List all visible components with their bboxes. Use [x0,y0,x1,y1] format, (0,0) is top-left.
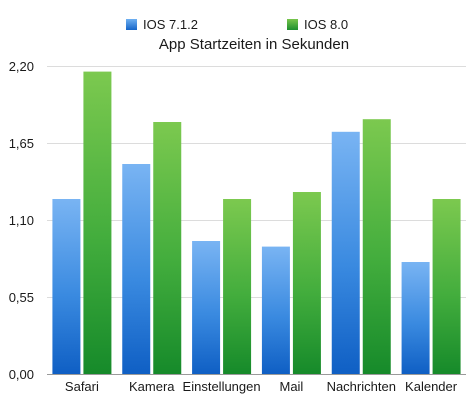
x-tick-label: Mail [279,379,303,394]
y-tick-label: 0,55 [9,290,34,305]
bar-series-1-kamera [122,164,151,374]
x-tick-label: Safari [65,379,99,394]
x-tick-label: Kamera [129,379,175,394]
y-tick-label: 2,20 [9,59,34,74]
x-axis-ticks: Safari Kamera Einstellungen Mail Nachrichten… [65,379,458,394]
legend-label-series-2: IOS 8.0 [304,17,348,32]
gridlines [47,66,466,375]
bar-series-2-mail [292,192,321,374]
x-tick-label: Kalender [405,379,458,394]
bars [52,71,461,374]
x-tick-label: Nachrichten [327,379,396,394]
bar-series-2-einstellungen [223,199,252,374]
y-tick-label: 1,10 [9,213,34,228]
x-tick-label: Einstellungen [183,379,261,394]
bar-series-1-kalender [401,262,430,374]
y-tick-label: 0,00 [9,367,34,382]
bar-series-2-kamera [153,122,182,374]
legend-swatch-series-2 [287,19,298,30]
bar-series-2-safari [83,71,112,374]
y-tick-label: 1,65 [9,136,34,151]
bar-series-2-kalender [432,199,461,374]
legend-item-series-2: IOS 8.0 [287,17,348,32]
legend-label-series-1: IOS 7.1.2 [143,17,198,32]
bar-series-1-mail [261,246,290,374]
legend-item-series-1: IOS 7.1.2 [126,17,198,32]
chart-title: App Startzeiten in Sekunden [159,36,349,53]
y-axis-ticks: 0,00 0,55 1,10 1,65 2,20 [9,59,34,382]
bar-series-1-einstellungen [192,241,221,374]
legend-swatch-series-1 [126,19,137,30]
legend: IOS 7.1.2 IOS 8.0 [126,17,348,32]
bar-series-1-nachrichten [331,131,360,374]
bar-series-1-safari [52,199,81,374]
bar-series-2-nachrichten [362,119,391,374]
